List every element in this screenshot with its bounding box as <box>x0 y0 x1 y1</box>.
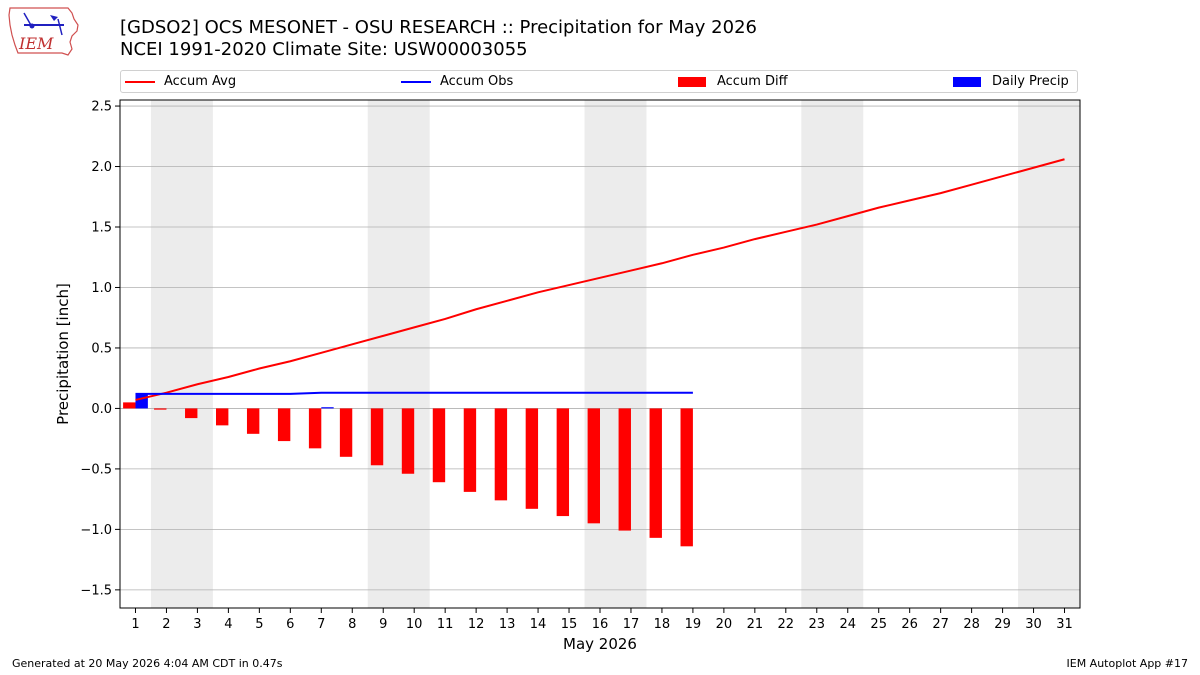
bar-accum-diff <box>463 408 477 492</box>
x-tick-label: 4 <box>224 617 232 632</box>
y-tick-label: 0.0 <box>91 402 112 417</box>
bar-accum-diff <box>123 402 136 409</box>
legend-label-accum-avg: Accum Avg <box>164 74 237 89</box>
y-tick-label: −1.0 <box>80 523 112 538</box>
line-accum-obs <box>135 391 693 395</box>
x-tick-label: 10 <box>406 617 423 632</box>
footer-app-label: IEM Autoplot App #17 <box>1066 657 1189 670</box>
chart-title: [GDSO2] OCS MESONET - OSU RESEARCH :: Pr… <box>120 17 757 38</box>
legend-swatch-accum-diff <box>678 77 706 87</box>
x-tick-label: 31 <box>1056 617 1073 632</box>
bar-accum-diff <box>432 408 446 483</box>
y-axis-label: Precipitation [inch] <box>54 283 72 425</box>
iowa-outline-icon <box>8 7 79 56</box>
y-tick-label: −0.5 <box>80 462 112 477</box>
bar-accum-diff <box>246 408 260 434</box>
bar-daily-precip <box>321 407 334 409</box>
legend-label-accum-diff: Accum Diff <box>717 74 788 89</box>
x-tick-label: 2 <box>162 617 170 632</box>
bar-accum-diff <box>277 408 291 442</box>
x-tick-label: 12 <box>468 617 485 632</box>
y-tick-label: 2.0 <box>91 160 112 175</box>
x-tick-label: 30 <box>1025 617 1042 632</box>
legend-label-daily-precip: Daily Precip <box>992 74 1069 89</box>
bar-accum-diff <box>185 408 198 419</box>
bar-accum-diff <box>339 408 353 457</box>
bar-accum-diff <box>556 408 570 517</box>
x-tick-label: 25 <box>870 617 887 632</box>
x-tick-label: 1 <box>131 617 139 632</box>
bar-accum-diff <box>401 408 415 474</box>
y-tick-label: 2.5 <box>91 100 112 115</box>
legend: Accum Avg Accum Obs Accum Diff Daily Pre… <box>120 70 1078 93</box>
x-tick-label: 16 <box>592 617 609 632</box>
x-tick-label: 3 <box>193 617 201 632</box>
bar-accum-diff <box>494 408 508 501</box>
bar-accum-diff <box>587 408 600 524</box>
bar-accum-diff <box>308 408 322 449</box>
x-tick-label: 18 <box>654 617 671 632</box>
x-tick-label: 6 <box>286 617 294 632</box>
x-tick-label: 11 <box>437 617 454 632</box>
x-tick-label: 9 <box>379 617 387 632</box>
x-tick-label: 14 <box>530 617 547 632</box>
x-tick-label: 7 <box>317 617 325 632</box>
bar-accum-diff <box>525 408 539 509</box>
x-tick-label: 26 <box>901 617 918 632</box>
x-tick-label: 20 <box>716 617 733 632</box>
footer-generated-text: Generated at 20 May 2026 4:04 AM CDT in … <box>12 657 283 670</box>
x-tick-label: 24 <box>839 617 856 632</box>
bar-accum-diff <box>680 408 693 547</box>
iem-logo: IEM <box>8 7 79 56</box>
legend-swatch-daily-precip <box>953 77 981 87</box>
y-tick-label: 0.5 <box>91 341 112 356</box>
line-accum-avg <box>135 158 1065 401</box>
weekend-band <box>1018 100 1080 608</box>
x-axis-label: May 2026 <box>563 635 637 653</box>
x-tick-label: 5 <box>255 617 263 632</box>
x-tick-label: 21 <box>747 617 764 632</box>
x-tick-label: 19 <box>685 617 702 632</box>
weekend-band <box>801 100 864 608</box>
x-tick-label: 29 <box>994 617 1011 632</box>
x-tick-label: 8 <box>348 617 356 632</box>
iem-logo-text: IEM <box>18 34 54 53</box>
legend-label-accum-obs: Accum Obs <box>440 74 514 89</box>
bar-accum-diff <box>649 408 662 538</box>
bar-accum-diff <box>154 408 167 410</box>
y-tick-label: 1.0 <box>91 281 112 296</box>
x-tick-label: 22 <box>778 617 795 632</box>
weekend-band <box>367 100 430 608</box>
y-tick-label: −1.5 <box>80 583 112 598</box>
bar-accum-diff <box>370 408 384 466</box>
x-tick-label: 28 <box>963 617 980 632</box>
chart-subtitle: NCEI 1991-2020 Climate Site: USW00003055 <box>120 39 528 60</box>
x-tick-label: 13 <box>499 617 516 632</box>
weekend-band <box>584 100 647 608</box>
bar-accum-diff <box>216 408 229 426</box>
weekend-band <box>150 100 213 608</box>
x-tick-label: 17 <box>623 617 640 632</box>
bar-daily-precip <box>135 393 148 409</box>
y-tick-label: 1.5 <box>91 221 112 236</box>
x-tick-label: 23 <box>809 617 826 632</box>
bar-accum-diff <box>618 408 631 531</box>
x-tick-label: 15 <box>561 617 578 632</box>
x-tick-label: 27 <box>932 617 949 632</box>
